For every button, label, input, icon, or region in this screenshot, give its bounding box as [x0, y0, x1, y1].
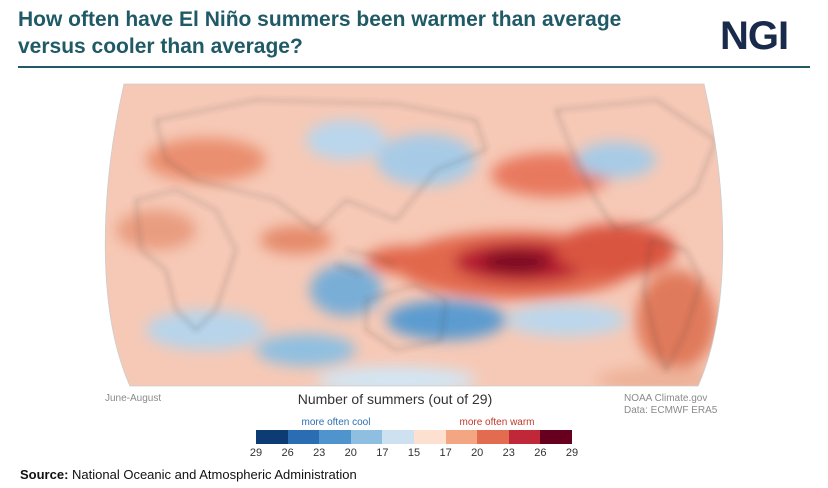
- season-note: June-August: [105, 393, 162, 404]
- legend-swatch: [287, 430, 320, 444]
- legend-tick-label: 26: [281, 447, 294, 459]
- legend-tick-label: 20: [471, 447, 484, 459]
- legend-warm-label: more often warm: [459, 417, 535, 428]
- australia-outline: [365, 284, 447, 351]
- source-label: Source:: [20, 467, 69, 482]
- south-america-outline: [643, 239, 702, 372]
- legend-tick-labels: 29 26 23 20 17 15 17 20 23 26 29: [246, 447, 582, 461]
- legend-swatch: [382, 430, 414, 444]
- legend-swatch: [508, 430, 541, 444]
- source-text: National Oceanic and Atmospheric Adminis…: [72, 467, 357, 482]
- legend-tick-label: 23: [313, 447, 326, 459]
- legend-swatch: [540, 430, 572, 444]
- ngi-logo: NGI: [720, 14, 789, 58]
- legend-color-bar: [256, 430, 572, 444]
- africa-outline: [135, 189, 237, 331]
- map-border: [104, 83, 724, 387]
- source-line: Source: National Oceanic and Atmospheric…: [20, 467, 357, 482]
- legend-swatch: [350, 430, 383, 444]
- legend-tick-label: 23: [502, 447, 515, 459]
- legend-swatch: [413, 430, 446, 444]
- legend-tick-label: 26: [534, 447, 547, 459]
- legend-tick-label: 20: [344, 447, 357, 459]
- north-america-outline: [555, 99, 717, 231]
- eurasia-outline: [155, 99, 487, 231]
- title-divider: [18, 66, 810, 68]
- coastlines: [135, 99, 717, 372]
- credit-note: NOAA Climate.gov Data: ECMWF ERA5: [624, 393, 717, 417]
- world-map: [104, 83, 724, 387]
- anomaly-field: [116, 120, 716, 386]
- credit-line: NOAA Climate.gov: [624, 393, 708, 404]
- maritime-continent-outline: [335, 249, 397, 276]
- legend-swatch: [256, 430, 288, 444]
- legend-title: Number of summers (out of 29): [297, 391, 493, 407]
- legend-swatch: [319, 430, 351, 444]
- credit-line: Data: ECMWF ERA5: [624, 405, 718, 416]
- legend-cool-label: more often cool: [301, 417, 371, 428]
- legend-tick-label: 15: [407, 447, 421, 459]
- legend-swatch: [477, 430, 509, 444]
- legend-tick-label: 29: [565, 447, 579, 459]
- legend-tick-label: 29: [249, 447, 263, 459]
- chart-title: How often have El Niño summers been warm…: [18, 8, 622, 58]
- legend-swatch: [445, 430, 478, 444]
- legend-tick-label: 17: [439, 447, 452, 459]
- legend-tick-label: 17: [376, 447, 389, 459]
